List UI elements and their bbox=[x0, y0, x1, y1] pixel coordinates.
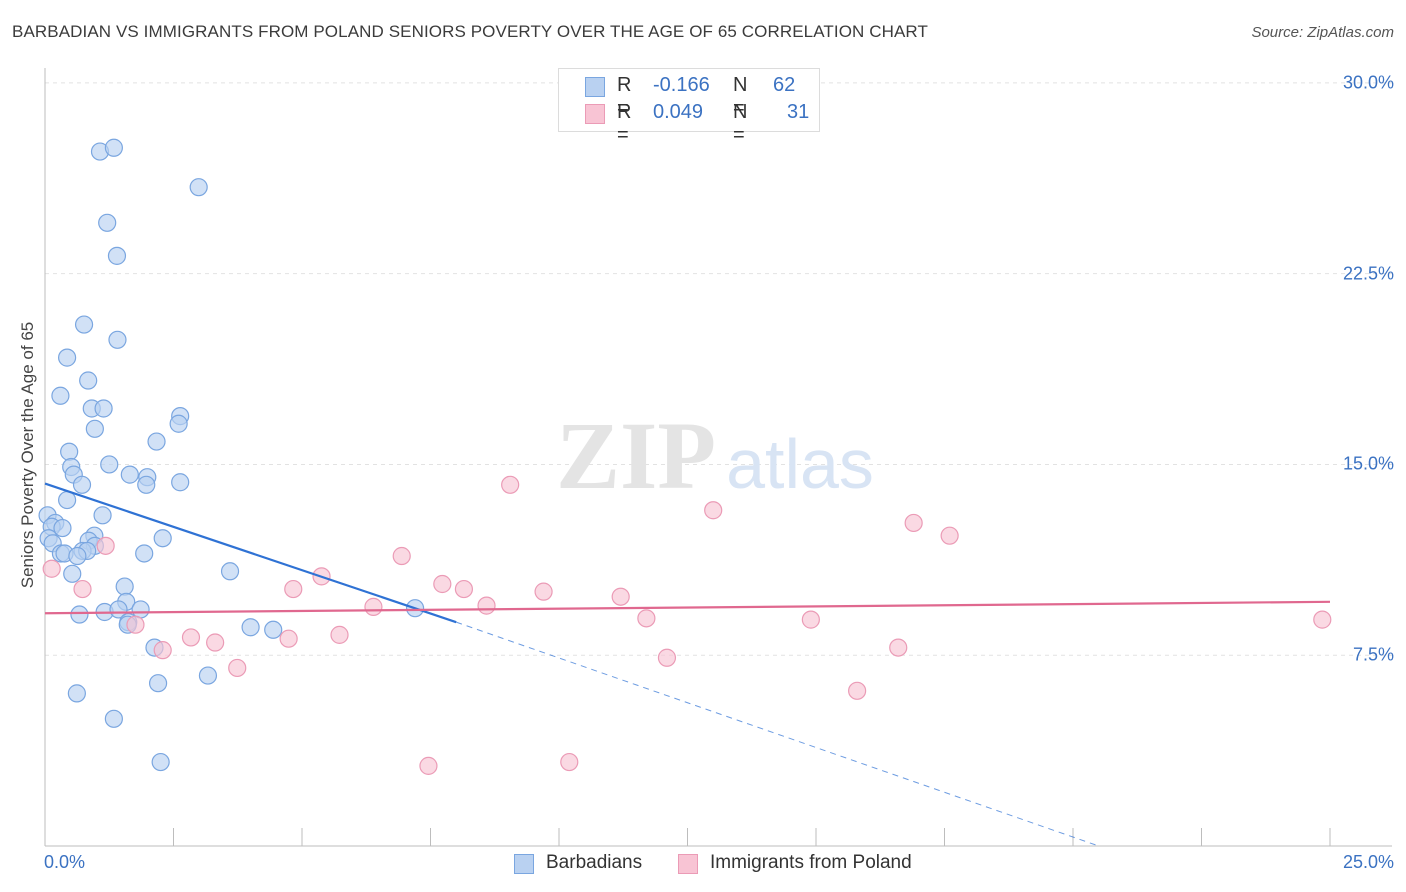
point-barbadians bbox=[189, 178, 208, 197]
point-poland bbox=[153, 641, 172, 660]
point-poland bbox=[42, 559, 61, 578]
point-barbadians bbox=[153, 529, 172, 548]
trend-line-barbadians bbox=[44, 482, 457, 624]
point-barbadians bbox=[79, 371, 98, 390]
legend-swatch-barbadians bbox=[585, 77, 605, 97]
watermark-atlas: atlas bbox=[726, 425, 874, 503]
point-barbadians bbox=[115, 577, 134, 596]
watermark-zip: ZIP bbox=[556, 402, 716, 509]
n-value-barbadians: 62 bbox=[773, 74, 796, 96]
legend-swatch-poland bbox=[678, 854, 698, 874]
point-barbadians bbox=[67, 684, 86, 703]
point-poland bbox=[848, 681, 867, 700]
r-label: R = bbox=[617, 74, 632, 119]
point-barbadians bbox=[100, 455, 119, 474]
data-points bbox=[38, 138, 1332, 775]
point-barbadians bbox=[169, 414, 188, 433]
trend-line-barbadians-extension bbox=[456, 621, 1099, 847]
point-barbadians bbox=[148, 674, 168, 693]
point-poland bbox=[454, 579, 474, 599]
point-barbadians bbox=[151, 752, 170, 772]
legend-label-barbadians: Barbadians bbox=[546, 852, 643, 873]
point-barbadians bbox=[85, 419, 104, 438]
point-barbadians bbox=[198, 666, 218, 685]
point-poland bbox=[501, 475, 520, 494]
point-poland bbox=[330, 625, 349, 644]
point-barbadians bbox=[51, 386, 70, 405]
y-tick-label: 7.5% bbox=[1352, 644, 1394, 665]
point-poland bbox=[392, 546, 411, 566]
point-barbadians bbox=[63, 564, 82, 583]
point-barbadians bbox=[131, 600, 150, 619]
n-value-poland: 31 bbox=[787, 101, 810, 123]
point-poland bbox=[73, 579, 92, 599]
n-label: N = bbox=[733, 74, 748, 119]
trend-lines bbox=[44, 482, 1331, 847]
legend-swatch-poland bbox=[585, 104, 605, 124]
point-barbadians bbox=[58, 348, 77, 367]
r-label: R = bbox=[617, 101, 632, 146]
point-barbadians bbox=[171, 473, 190, 492]
point-barbadians bbox=[53, 518, 72, 538]
point-poland bbox=[181, 628, 201, 647]
point-barbadians bbox=[68, 546, 87, 566]
point-barbadians bbox=[104, 709, 123, 728]
point-barbadians bbox=[108, 330, 127, 349]
point-poland bbox=[704, 501, 723, 520]
point-barbadians bbox=[137, 475, 156, 494]
point-poland bbox=[419, 756, 438, 775]
point-poland bbox=[1313, 610, 1332, 629]
point-barbadians bbox=[107, 246, 127, 265]
stats-legend: R = -0.166 N = 62 R = 0.049 N = 31 bbox=[558, 68, 820, 146]
point-poland bbox=[611, 587, 630, 606]
point-poland bbox=[477, 596, 496, 615]
x-tick-label-min: 0.0% bbox=[44, 852, 86, 872]
point-barbadians bbox=[94, 399, 113, 418]
trend-line-poland bbox=[44, 600, 1331, 615]
point-barbadians bbox=[74, 315, 94, 334]
point-barbadians bbox=[147, 432, 166, 451]
legend-label-poland: Immigrants from Poland bbox=[710, 852, 912, 873]
source-note: Source: ZipAtlas.com bbox=[1251, 24, 1394, 41]
chart-title: BARBADIAN VS IMMIGRANTS FROM POLAND SENI… bbox=[12, 22, 928, 41]
point-poland bbox=[534, 582, 553, 601]
point-poland bbox=[126, 615, 145, 634]
point-poland bbox=[637, 609, 656, 628]
point-barbadians bbox=[93, 506, 112, 525]
point-barbadians bbox=[120, 465, 139, 484]
point-poland bbox=[940, 526, 959, 545]
point-poland bbox=[228, 658, 247, 678]
point-poland bbox=[279, 629, 298, 648]
point-poland bbox=[206, 633, 225, 652]
y-tick-label: 22.5% bbox=[1342, 263, 1394, 284]
y-tick-label: 30.0% bbox=[1342, 72, 1394, 93]
point-barbadians bbox=[241, 618, 260, 637]
x-tick-label-max: 25.0% bbox=[1342, 852, 1394, 872]
legend-swatch-barbadians bbox=[514, 854, 534, 874]
point-poland bbox=[801, 610, 820, 629]
point-barbadians bbox=[135, 544, 154, 563]
point-poland bbox=[364, 597, 383, 616]
point-barbadians bbox=[72, 475, 92, 494]
gridlines bbox=[45, 82, 1392, 656]
point-barbadians bbox=[60, 442, 79, 461]
point-poland bbox=[889, 638, 908, 657]
point-barbadians bbox=[104, 138, 123, 157]
point-barbadians bbox=[264, 620, 283, 639]
point-poland bbox=[433, 574, 452, 594]
r-value-barbadians: -0.166 bbox=[653, 74, 710, 96]
point-barbadians bbox=[220, 562, 240, 581]
axes bbox=[44, 68, 1392, 847]
point-poland bbox=[904, 513, 923, 533]
point-poland bbox=[96, 536, 115, 555]
point-barbadians bbox=[98, 213, 117, 232]
r-value-poland: 0.049 bbox=[653, 101, 704, 123]
point-poland bbox=[560, 752, 579, 772]
y-tick-label: 15.0% bbox=[1342, 453, 1394, 474]
n-label: N = bbox=[733, 101, 748, 146]
point-poland bbox=[657, 648, 677, 667]
point-poland bbox=[284, 579, 303, 599]
point-barbadians bbox=[70, 605, 89, 624]
